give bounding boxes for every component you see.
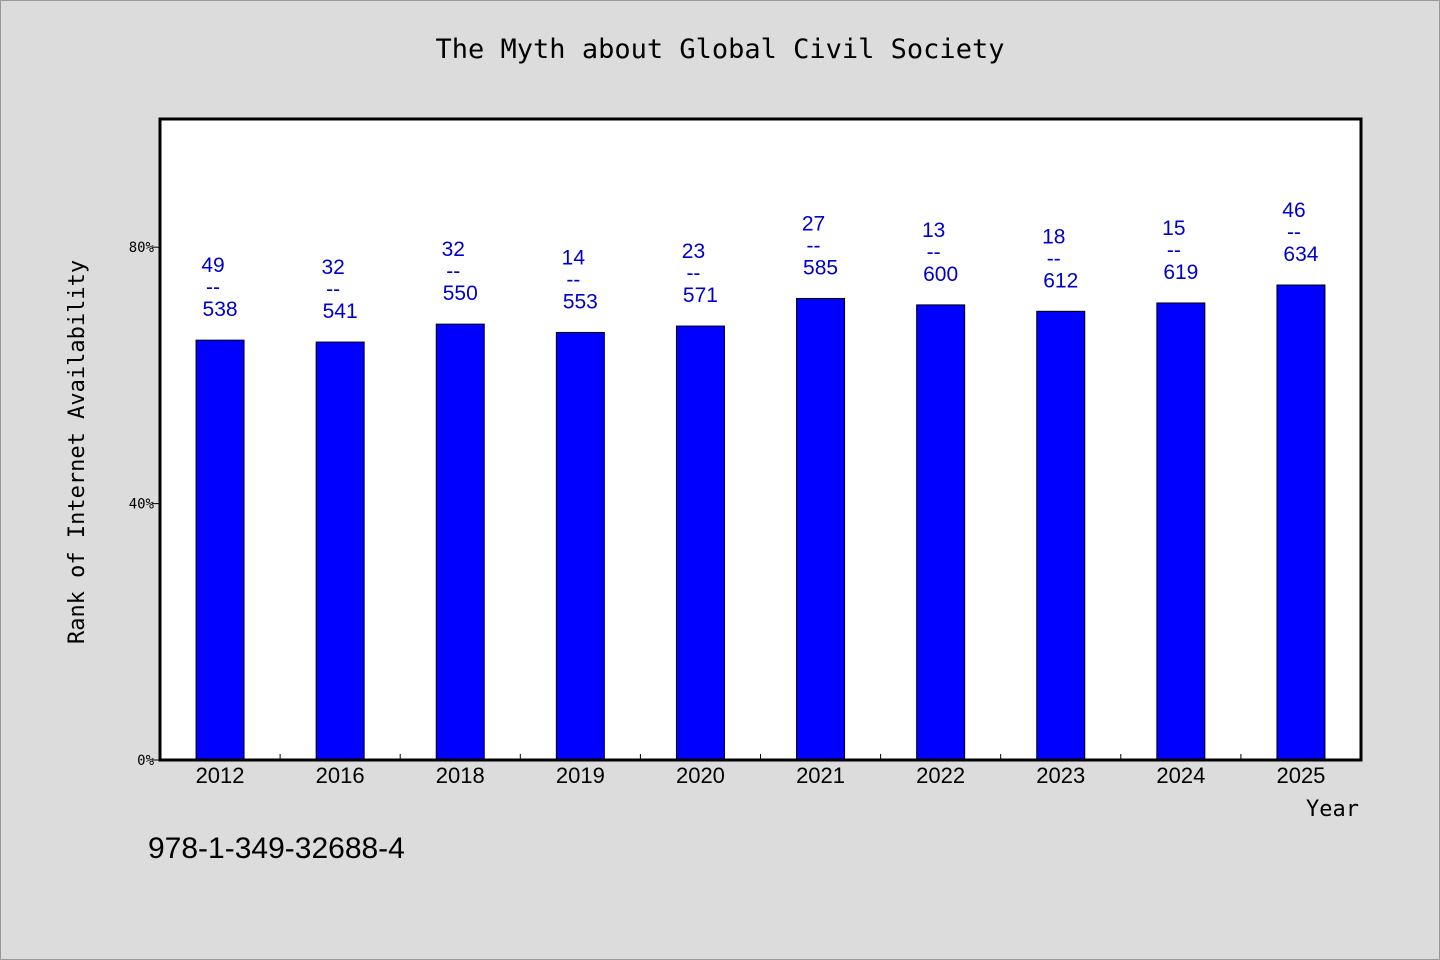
y-tick-label-0%: 0% [137, 753, 154, 769]
data-label-bottom-2012: 538 [203, 298, 238, 321]
data-label-bottom-2019: 553 [563, 290, 598, 313]
data-label-bottom-2025: 634 [1283, 243, 1318, 266]
y-tick-label-80%: 80% [129, 240, 155, 256]
data-label-sep-2012: -- [206, 276, 220, 299]
data-label-bottom-2023: 612 [1043, 269, 1078, 292]
data-label-bottom-2022: 600 [923, 263, 958, 286]
x-tick-label-2024: 2024 [1156, 763, 1205, 788]
bar-2020 [675, 325, 725, 761]
data-label-bottom-2021: 585 [803, 256, 838, 279]
x-axis-ticks: 2012 2016 2018 2019 2020 2021 2022 2023 2024 2025 [196, 754, 1325, 788]
x-tick-label-2025: 2025 [1276, 763, 1325, 788]
chart-title: The Myth about Global Civil Society [435, 34, 1005, 65]
bar-2024 [1156, 302, 1206, 761]
data-label-sep-2024: -- [1167, 239, 1181, 262]
data-label-top-2020: 23 [682, 240, 705, 263]
bar-2012 [195, 339, 245, 761]
bar-2019 [555, 331, 605, 761]
data-label-sep-2019: -- [566, 268, 580, 291]
x-tick-label-2023: 2023 [1036, 763, 1085, 788]
data-label-sep-2020: -- [686, 262, 700, 285]
bar-2018 [435, 323, 485, 761]
x-tick-label-2019: 2019 [556, 763, 605, 788]
data-label-top-2023: 18 [1042, 225, 1065, 248]
x-tick-label-2021: 2021 [796, 763, 845, 788]
data-label-top-2021: 27 [802, 212, 825, 235]
x-tick-label-2016: 2016 [316, 763, 365, 788]
y-axis-ticks: 0% 40% 80% [129, 240, 160, 769]
bar-2021 [796, 297, 846, 761]
bars-layer [195, 284, 1326, 761]
data-label-bottom-2020: 571 [683, 284, 718, 307]
data-label-top-2018: 32 [442, 238, 465, 261]
data-label-sep-2018: -- [446, 260, 460, 283]
x-axis-label: Year [1306, 797, 1359, 822]
data-label-bottom-2016: 541 [323, 300, 358, 323]
data-label-top-2012: 49 [201, 254, 224, 277]
data-label-sep-2021: -- [807, 234, 821, 257]
x-tick-label-2022: 2022 [916, 763, 965, 788]
bar-2023 [1036, 310, 1086, 761]
x-tick-label-2018: 2018 [436, 763, 485, 788]
bar-2022 [916, 304, 966, 761]
isbn-footer: 978-1-349-32688-4 [148, 832, 405, 865]
y-axis-label: Rank of Internet Availability [65, 260, 90, 644]
bar-2025 [1276, 284, 1326, 761]
data-label-sep-2016: -- [326, 278, 340, 301]
data-label-top-2016: 32 [321, 256, 344, 279]
data-label-top-2019: 14 [562, 246, 586, 269]
y-tick-label-40%: 40% [129, 497, 155, 513]
data-label-sep-2025: -- [1287, 221, 1301, 244]
data-labels-layer: 49--53832--54132--55014--55323--57127--5… [201, 199, 1318, 323]
data-label-bottom-2024: 619 [1163, 261, 1198, 284]
data-label-top-2025: 46 [1282, 199, 1305, 222]
x-tick-label-2012: 2012 [196, 763, 245, 788]
data-label-top-2024: 15 [1162, 217, 1185, 240]
data-label-sep-2022: -- [927, 241, 941, 264]
bar-2016 [315, 341, 365, 761]
x-tick-label-2020: 2020 [676, 763, 725, 788]
plot-border [158, 117, 1363, 762]
data-label-bottom-2018: 550 [443, 282, 478, 305]
data-label-sep-2023: -- [1047, 247, 1061, 270]
data-label-top-2022: 13 [922, 219, 945, 242]
